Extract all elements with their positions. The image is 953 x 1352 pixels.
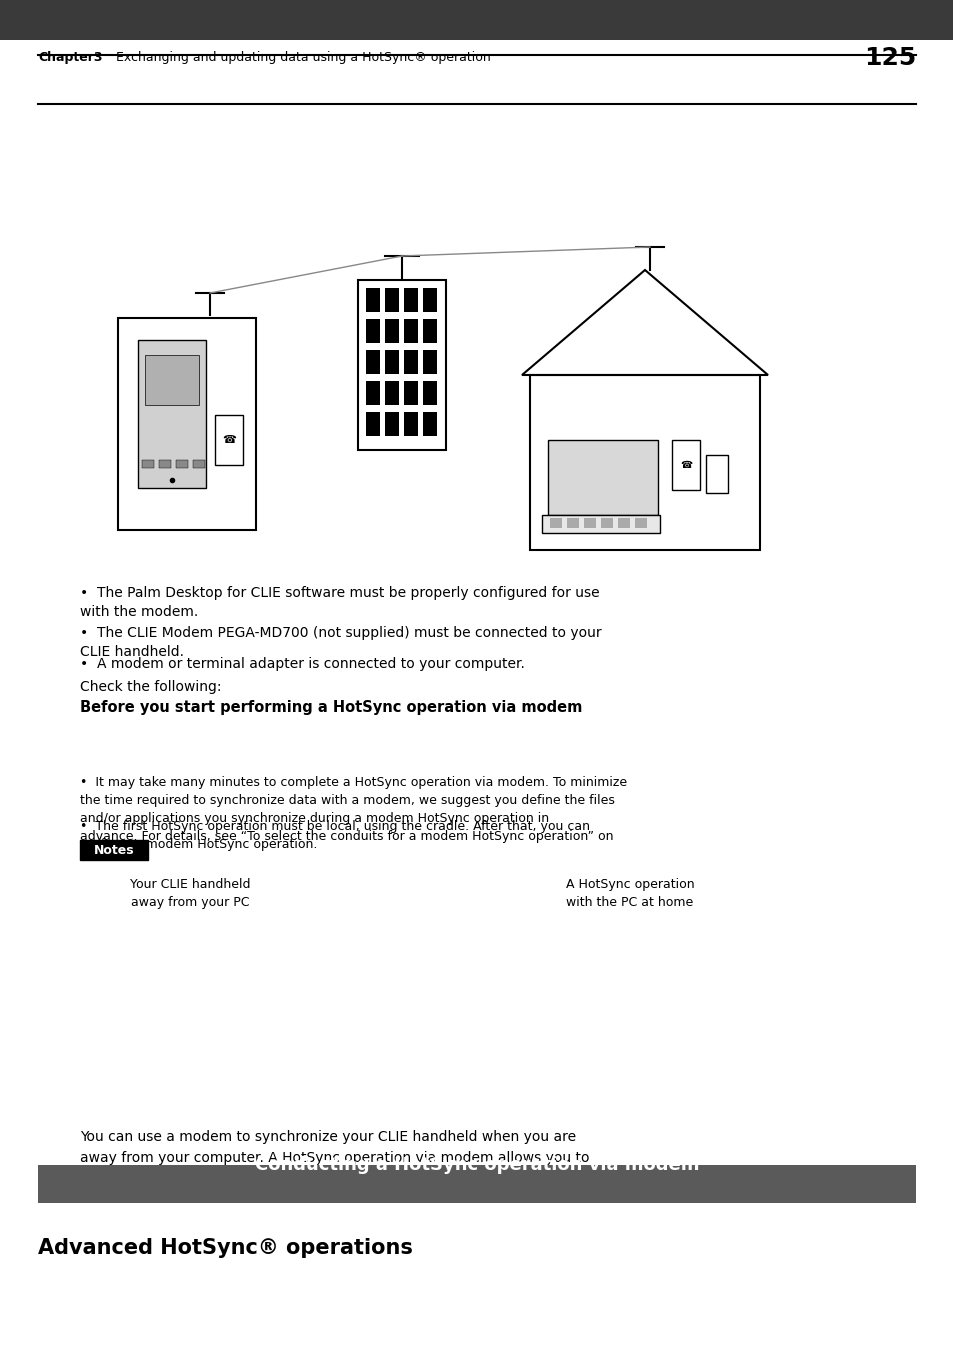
Bar <box>145 356 199 406</box>
Bar <box>635 518 646 529</box>
Bar <box>385 381 398 406</box>
Bar <box>38 1165 915 1203</box>
Bar <box>422 288 436 312</box>
Bar <box>618 518 629 529</box>
Bar <box>422 319 436 343</box>
Text: Conducting a HotSync operation via modem: Conducting a HotSync operation via modem <box>254 1156 699 1174</box>
Bar <box>671 439 700 489</box>
Text: A HotSync operation
with the PC at home: A HotSync operation with the PC at home <box>565 877 694 909</box>
Text: Before you start performing a HotSync operation via modem: Before you start performing a HotSync op… <box>80 700 581 715</box>
Bar <box>403 381 417 406</box>
Text: Your CLIE handheld
away from your PC: Your CLIE handheld away from your PC <box>130 877 250 909</box>
Bar <box>422 381 436 406</box>
Bar <box>547 439 658 515</box>
Bar <box>385 412 398 435</box>
Bar <box>566 518 578 529</box>
Bar <box>366 350 379 375</box>
Bar <box>550 518 561 529</box>
Text: •  A modem or terminal adapter is connected to your computer.: • A modem or terminal adapter is connect… <box>80 657 524 671</box>
Bar <box>80 840 148 860</box>
Bar <box>0 0 953 41</box>
Bar <box>541 515 659 533</box>
Bar <box>385 319 398 343</box>
Bar <box>175 460 188 468</box>
Bar <box>118 318 255 530</box>
Bar <box>366 412 379 435</box>
Text: •  The CLIE Modem PEGA-MD700 (not supplied) must be connected to your
CLIE handh: • The CLIE Modem PEGA-MD700 (not supplie… <box>80 626 601 660</box>
Bar <box>385 288 398 312</box>
Bar <box>357 280 446 450</box>
Text: Advanced HotSync® operations: Advanced HotSync® operations <box>38 1238 413 1257</box>
Bar <box>422 350 436 375</box>
Text: Check the following:: Check the following: <box>80 680 221 694</box>
Bar <box>403 288 417 312</box>
Bar <box>530 375 760 550</box>
Bar <box>403 319 417 343</box>
Bar <box>705 456 727 493</box>
Bar <box>159 460 171 468</box>
Bar <box>403 350 417 375</box>
Bar <box>214 415 243 465</box>
Bar <box>366 319 379 343</box>
Text: •  The Palm Desktop for CLIE software must be properly configured for use
with t: • The Palm Desktop for CLIE software mus… <box>80 585 599 619</box>
Text: Notes: Notes <box>93 844 134 857</box>
Bar <box>366 381 379 406</box>
Text: Chapter3: Chapter3 <box>38 51 102 65</box>
Bar <box>422 412 436 435</box>
Bar <box>600 518 613 529</box>
Bar <box>366 288 379 312</box>
Bar <box>583 518 596 529</box>
Bar <box>142 460 153 468</box>
Bar <box>193 460 205 468</box>
Text: 125: 125 <box>862 46 915 70</box>
Text: •  The first HotSync operation must be local, using the cradle. After that, you : • The first HotSync operation must be lo… <box>80 821 589 850</box>
Bar <box>385 350 398 375</box>
Text: •  It may take many minutes to complete a HotSync operation via modem. To minimi: • It may take many minutes to complete a… <box>80 776 626 861</box>
Bar <box>403 412 417 435</box>
Bar <box>138 339 206 488</box>
Text: You can use a modem to synchronize your CLIE handheld when you are
away from you: You can use a modem to synchronize your … <box>80 1130 589 1186</box>
Text: ☎: ☎ <box>679 460 691 470</box>
Text: ☎: ☎ <box>222 435 235 445</box>
Text: Exchanging and updating data using a HotSync® operation: Exchanging and updating data using a Hot… <box>108 51 490 65</box>
